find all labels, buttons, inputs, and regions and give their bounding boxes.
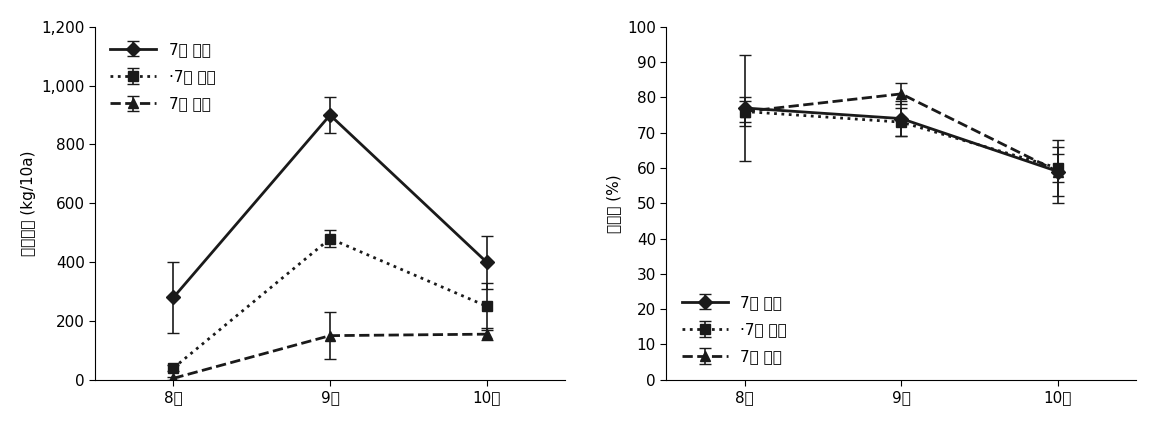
- Legend: 7월 상순, ·7월 중순, 7월 하순: 7월 상순, ·7월 중순, 7월 하순: [675, 288, 794, 372]
- Legend: 7월 상순, ·7월 중순, 7월 하순: 7월 상순, ·7월 중순, 7월 하순: [103, 35, 223, 119]
- Y-axis label: 상품수량 (kg/10a): 상품수량 (kg/10a): [21, 150, 36, 256]
- Y-axis label: 상품율 (%): 상품율 (%): [606, 174, 621, 233]
